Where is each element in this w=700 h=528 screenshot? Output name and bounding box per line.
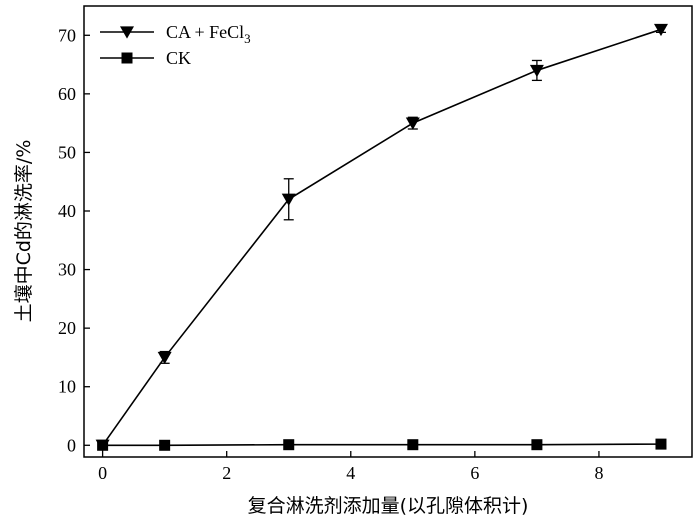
series-line (101, 28, 662, 446)
y-tick-label: 50 (58, 142, 76, 162)
legend-subscript: 3 (244, 31, 251, 46)
plot-frame (83, 5, 693, 458)
data-point (407, 439, 419, 451)
legend-label: CA + FeCl3 (166, 22, 251, 46)
x-tick-label: 4 (346, 463, 355, 483)
y-tick-label: 70 (58, 25, 76, 45)
x-tick-label: 8 (594, 463, 603, 483)
y-tick-label: 30 (58, 260, 76, 280)
series-0 (95, 23, 668, 452)
series-1 (97, 438, 667, 451)
x-tick-label: 6 (470, 463, 479, 483)
data-point (405, 117, 420, 130)
legend-marker (120, 26, 134, 39)
series-line (102, 443, 661, 447)
data-point (97, 439, 109, 451)
y-tick-label: 60 (58, 84, 76, 104)
y-tick-label: 40 (58, 201, 76, 221)
data-point (653, 23, 668, 37)
data-point (529, 64, 544, 78)
data-point (281, 193, 296, 206)
y-axis: 0 10 20 30 40 50 60 70 (58, 25, 90, 455)
data-point (531, 439, 543, 451)
y-tick-label: 10 (58, 377, 76, 397)
data-point (655, 438, 667, 450)
series-layer (95, 23, 668, 452)
data-point (159, 439, 171, 451)
data-point (157, 351, 172, 365)
y-tick-label: 20 (58, 318, 76, 338)
x-axis: 0 2 4 6 8 (98, 451, 603, 483)
legend-label: CK (166, 48, 191, 68)
x-tick-label: 2 (222, 463, 231, 483)
data-point (283, 439, 295, 451)
x-tick-label: 0 (98, 463, 107, 483)
legend-marker (121, 52, 133, 64)
y-tick-label: 0 (67, 435, 76, 455)
y-axis-title: 土壤中Cd的淋洗率/% (13, 140, 35, 323)
x-axis-title: 复合淋洗剂添加量(以孔隙体积计) (248, 495, 529, 517)
